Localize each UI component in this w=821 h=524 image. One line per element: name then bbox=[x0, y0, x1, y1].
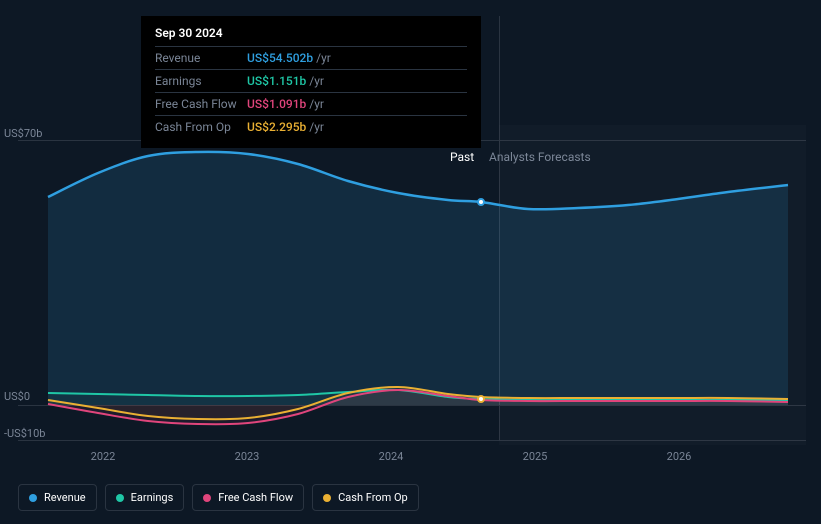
tooltip-metric-label: Cash From Op bbox=[155, 120, 247, 134]
legend-dot-icon bbox=[203, 494, 211, 502]
legend: Revenue Earnings Free Cash Flow Cash From O… bbox=[18, 484, 419, 511]
legend-dot-icon bbox=[323, 494, 331, 502]
data-point-marker bbox=[477, 395, 485, 403]
tooltip-unit: /yr bbox=[309, 97, 324, 111]
tooltip-metric-label: Free Cash Flow bbox=[155, 97, 247, 111]
chart-svg bbox=[18, 125, 806, 445]
legend-dot-icon bbox=[29, 494, 37, 502]
legend-label: Free Cash Flow bbox=[218, 491, 293, 504]
legend-label: Earnings bbox=[131, 491, 174, 504]
tooltip-unit: /yr bbox=[309, 120, 324, 134]
tooltip-unit: /yr bbox=[316, 51, 331, 65]
tooltip-row: RevenueUS$54.502b/yr bbox=[155, 46, 467, 69]
legend-item-free-cash-flow[interactable]: Free Cash Flow bbox=[192, 484, 304, 511]
tooltip-row: EarningsUS$1.151b/yr bbox=[155, 69, 467, 92]
x-axis-label: 2022 bbox=[91, 450, 116, 463]
tooltip-metric-value: US$1.151b bbox=[247, 74, 306, 88]
legend-label: Revenue bbox=[44, 491, 86, 504]
chart-area bbox=[18, 125, 806, 445]
x-axis-label: 2025 bbox=[523, 450, 548, 463]
tooltip-unit: /yr bbox=[309, 74, 324, 88]
tooltip-metric-value: US$2.295b bbox=[247, 120, 306, 134]
legend-dot-icon bbox=[116, 494, 124, 502]
tooltip-row: Free Cash FlowUS$1.091b/yr bbox=[155, 92, 467, 115]
x-axis-label: 2026 bbox=[667, 450, 692, 463]
tooltip-date: Sep 30 2024 bbox=[155, 26, 467, 46]
legend-item-earnings[interactable]: Earnings bbox=[105, 484, 185, 511]
legend-item-cash-from-op[interactable]: Cash From Op bbox=[312, 484, 419, 511]
x-axis: 2022 2023 2024 2025 2026 bbox=[18, 450, 806, 470]
tooltip-metric-value: US$1.091b bbox=[247, 97, 306, 111]
tooltip-row: Cash From OpUS$2.295b/yr bbox=[155, 115, 467, 138]
tooltip-metric-value: US$54.502b bbox=[247, 51, 313, 65]
legend-item-revenue[interactable]: Revenue bbox=[18, 484, 97, 511]
x-axis-label: 2024 bbox=[379, 450, 404, 463]
legend-label: Cash From Op bbox=[338, 491, 408, 504]
data-point-marker bbox=[477, 198, 485, 206]
hover-tooltip: Sep 30 2024 RevenueUS$54.502b/yrEarnings… bbox=[141, 16, 481, 148]
x-axis-label: 2023 bbox=[235, 450, 260, 463]
tooltip-metric-label: Earnings bbox=[155, 74, 247, 88]
tooltip-metric-label: Revenue bbox=[155, 51, 247, 65]
